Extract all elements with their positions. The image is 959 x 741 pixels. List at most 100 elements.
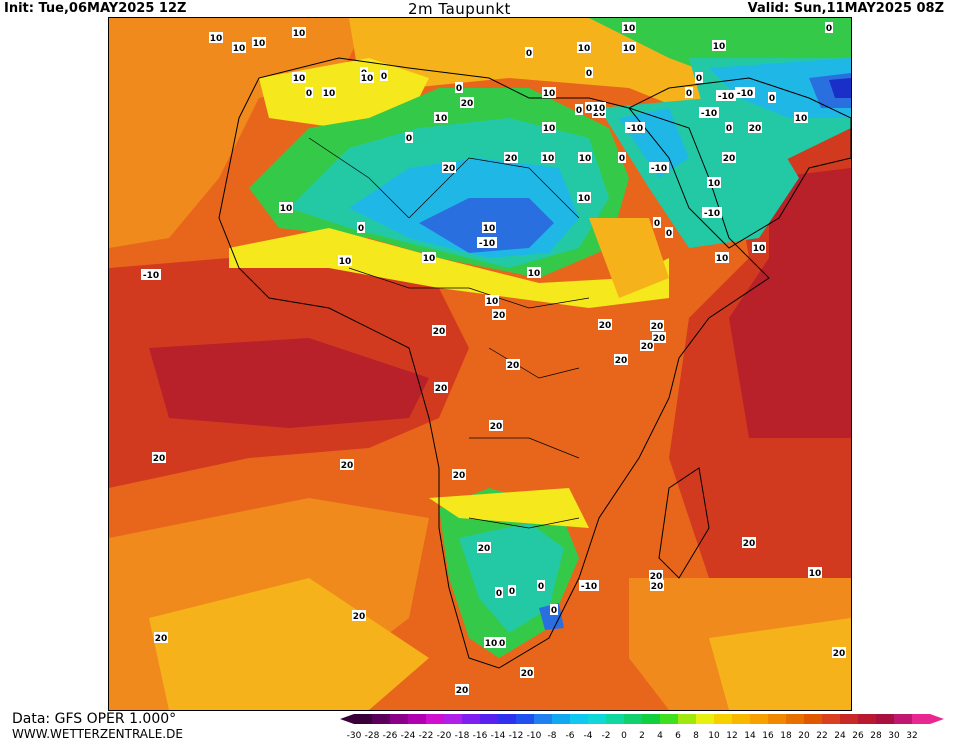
contour-label: 10	[794, 112, 808, 124]
svg-text:20: 20	[743, 539, 756, 549]
region-south-atlantic-yellow	[149, 578, 429, 710]
contour-label: -10	[716, 90, 736, 102]
contour-label: -10	[735, 87, 755, 99]
scale-tick-label: 2	[639, 731, 645, 741]
svg-text:20: 20	[749, 124, 762, 134]
contour-label: 20	[650, 320, 664, 332]
scale-swatch	[552, 714, 570, 724]
contour-label: 10	[542, 87, 556, 99]
scale-tick-label: -16	[473, 731, 488, 741]
svg-text:10: 10	[623, 44, 636, 54]
svg-text:10: 10	[423, 254, 436, 264]
scale-swatch	[480, 714, 498, 724]
scale-tick-label: 26	[852, 731, 864, 741]
contour-label: 20	[722, 152, 736, 164]
website: WWW.WETTERZENTRALE.DE	[12, 727, 183, 741]
contour-label: 20	[442, 162, 456, 174]
scale-tick-label: 20	[798, 731, 810, 741]
scale-tick-label: 32	[906, 731, 917, 741]
contour-label: 0	[695, 72, 703, 84]
scale-swatch	[876, 714, 894, 724]
svg-text:10: 10	[713, 42, 726, 52]
africa-outline	[218, 57, 770, 669]
svg-text:0: 0	[496, 589, 502, 599]
contour-label: 20	[504, 152, 518, 164]
svg-text:0: 0	[826, 24, 832, 34]
scale-swatch	[840, 714, 858, 724]
contour-label: 10	[252, 37, 266, 49]
svg-text:10: 10	[339, 257, 352, 267]
scale-swatch	[426, 714, 444, 724]
svg-text:20: 20	[641, 342, 654, 352]
scale-tick-label: -18	[455, 731, 470, 741]
contour-label: 0	[653, 217, 661, 229]
scale-tick-label: 12	[726, 731, 737, 741]
contour-label: -10	[477, 237, 497, 249]
contour-label: 10	[712, 40, 726, 52]
contour-label: 0	[665, 227, 673, 239]
svg-text:20: 20	[493, 311, 506, 321]
contour-label: 20	[455, 684, 469, 696]
scale-swatch	[678, 714, 696, 724]
scale-swatch	[588, 714, 606, 724]
region-sahel-yellow	[229, 228, 669, 308]
contour-label: 20	[598, 319, 612, 331]
svg-text:20: 20	[453, 471, 466, 481]
svg-text:10: 10	[528, 269, 541, 279]
svg-text:0: 0	[306, 89, 312, 99]
contour-label: 0	[455, 82, 463, 94]
scale-swatch	[624, 714, 642, 724]
svg-text:10: 10	[253, 39, 266, 49]
contour-label: -10	[702, 207, 722, 219]
scale-tick-label: 18	[780, 731, 792, 741]
svg-text:20: 20	[478, 544, 491, 554]
scale-tick-label: 0	[621, 731, 627, 741]
contour-label: 10	[542, 122, 556, 134]
svg-text:10: 10	[543, 124, 556, 134]
scale-swatch	[498, 714, 516, 724]
svg-text:10: 10	[795, 114, 808, 124]
contour-label: 0	[525, 47, 533, 59]
svg-text:20: 20	[490, 422, 503, 432]
svg-text:20: 20	[443, 164, 456, 174]
contour-label: 20	[489, 420, 503, 432]
contour-label: 10	[577, 42, 591, 54]
scale-swatch	[894, 714, 912, 724]
scale-tick-label: -8	[548, 731, 557, 741]
scale-arrow-right	[930, 714, 944, 724]
contour-label: 20	[152, 452, 166, 464]
contour-label: 10	[492, 637, 506, 649]
contour-label: 20	[520, 667, 534, 679]
scale-swatch	[444, 714, 462, 724]
svg-text:10: 10	[809, 569, 822, 579]
contour-label: 0	[495, 587, 503, 599]
scale-swatch	[786, 714, 804, 724]
svg-text:10: 10	[323, 89, 336, 99]
scale-tick-label: 24	[834, 731, 846, 741]
contour-label: 10	[752, 242, 766, 254]
svg-text:0: 0	[726, 124, 732, 134]
svg-text:20: 20	[435, 384, 448, 394]
contour-label: 20	[154, 632, 168, 644]
svg-text:10: 10	[593, 104, 606, 114]
scale-tick-label: -10	[527, 731, 542, 741]
svg-text:20: 20	[651, 582, 664, 592]
scale-tick-label: 14	[744, 731, 756, 741]
svg-text:-10: -10	[651, 164, 667, 174]
contour-label: 0	[305, 87, 313, 99]
contour-label: -10	[699, 107, 719, 119]
svg-text:0: 0	[696, 74, 702, 84]
scale-swatch	[408, 714, 426, 724]
contour-label: 0	[585, 102, 593, 114]
svg-text:0: 0	[456, 84, 462, 94]
svg-text:20: 20	[650, 572, 663, 582]
contour-label: 0	[725, 122, 733, 134]
svg-text:-10: -10	[627, 124, 643, 134]
scale-swatch	[354, 714, 372, 724]
color-scale: -30 -28 -26 -24 -22 -20 -18 -16 -14 -12 -10 -8 -6 -4-…	[340, 714, 944, 741]
contour-label: 10	[622, 42, 636, 54]
contour-label: 0	[825, 22, 833, 34]
svg-text:10: 10	[543, 89, 556, 99]
contour-label: 10	[209, 32, 223, 44]
scale-swatch	[372, 714, 390, 724]
